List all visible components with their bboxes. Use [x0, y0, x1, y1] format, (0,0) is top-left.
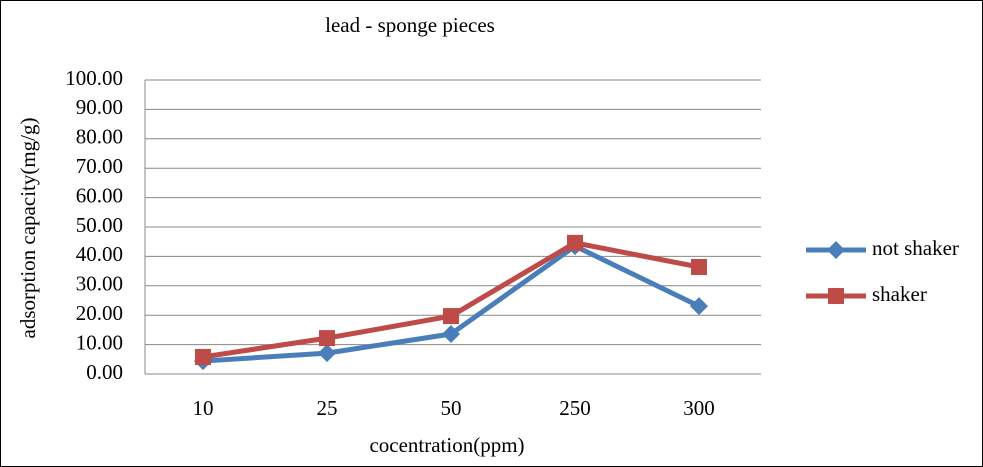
x-tick-label: 50 [441, 396, 462, 420]
y-tick-label: 50.00 [76, 213, 123, 237]
x-tick-label: 10 [193, 396, 214, 420]
y-tick-label: 90.00 [76, 95, 123, 119]
data-point [690, 297, 708, 316]
y-axis-title: adsorption capacity(mg/g) [16, 117, 40, 338]
y-tick-label: 30.00 [76, 272, 123, 296]
data-point [567, 234, 583, 251]
x-axis-title: cocentration(ppm) [369, 433, 524, 457]
data-point [691, 258, 707, 275]
y-tick-label: 40.00 [76, 242, 123, 266]
legend-label: shaker [872, 282, 927, 306]
y-tick-label: 80.00 [76, 125, 123, 149]
legend-marker [827, 241, 845, 259]
data-point [195, 348, 211, 365]
y-tick-label: 20.00 [76, 301, 123, 325]
data-point [442, 325, 460, 344]
data-point [319, 330, 335, 347]
chart-title: lead - sponge pieces [325, 13, 495, 37]
y-tick-label: 70.00 [76, 154, 123, 178]
y-tick-label: 60.00 [76, 183, 123, 207]
x-tick-label: 25 [317, 396, 338, 420]
legend-marker [828, 288, 844, 304]
x-tick-label: 300 [683, 396, 715, 420]
data-point [443, 308, 459, 325]
y-tick-label: 10.00 [76, 330, 123, 354]
x-tick-label: 250 [559, 396, 591, 420]
legend-label: not shaker [872, 236, 959, 260]
data-point [318, 344, 336, 363]
y-tick-label: 100.00 [65, 66, 123, 90]
y-tick-label: 0.00 [86, 360, 123, 384]
